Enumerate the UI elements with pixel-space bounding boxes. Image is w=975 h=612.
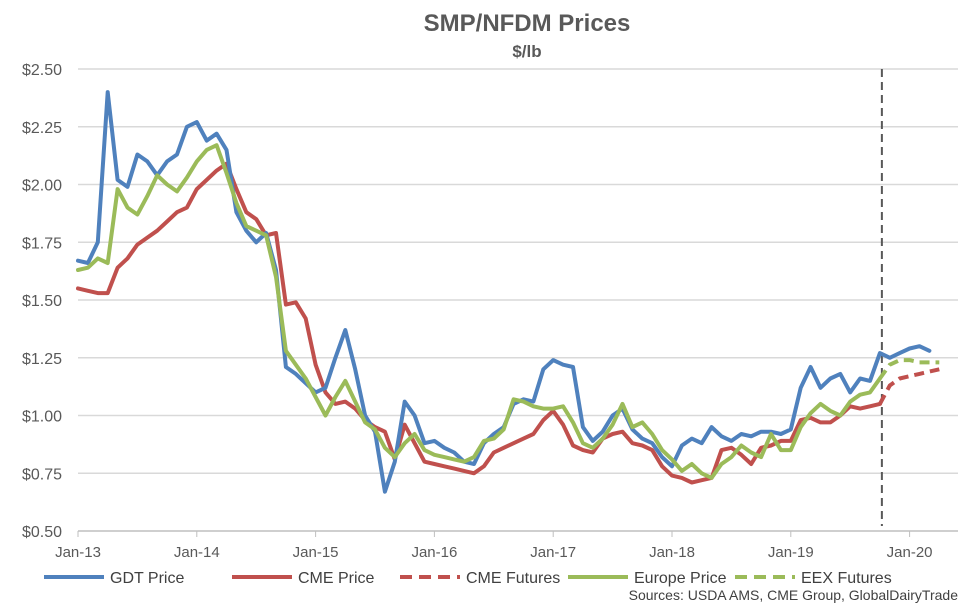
legend-label: CME Futures [466, 570, 560, 587]
x-tick-label: Jan-18 [649, 544, 695, 561]
chart-title: SMP/NFDM Prices [424, 10, 631, 37]
legend-label: GDT Price [110, 570, 184, 587]
legend-label: CME Price [298, 570, 375, 587]
legend-item: CME Price [232, 570, 375, 587]
legend-label: EEX Futures [801, 570, 892, 587]
x-tick-label: Jan-15 [293, 544, 339, 561]
y-tick-label: $2.25 [22, 120, 62, 137]
series-line-cme-futures [878, 367, 940, 405]
legend-label: Europe Price [634, 570, 727, 587]
legend-item: Europe Price [568, 570, 727, 587]
y-tick-label: $2.00 [22, 178, 62, 195]
y-tick-label: $0.50 [22, 524, 62, 541]
legend-item: EEX Futures [735, 570, 892, 587]
y-tick-label: $1.00 [22, 409, 62, 426]
y-tick-label: $1.25 [22, 351, 62, 368]
series-line-cme-price [76, 161, 882, 485]
y-tick-label: $2.50 [22, 62, 62, 79]
series-line-europe-price [76, 143, 882, 480]
x-tick-label: Jan-13 [55, 544, 101, 561]
legend-item: CME Futures [400, 570, 560, 587]
x-tick-label: Jan-14 [174, 544, 220, 561]
y-tick-label: $0.75 [22, 466, 62, 483]
series-line-eex-futures [878, 358, 940, 380]
y-tick-label: $1.75 [22, 235, 62, 252]
sources-note: Sources: USDA AMS, CME Group, GlobalDair… [629, 587, 959, 603]
legend-item: GDT Price [44, 570, 184, 587]
x-tick-label: Jan-19 [768, 544, 814, 561]
chart-subtitle: $/lb [512, 42, 541, 61]
x-tick-label: Jan-20 [887, 544, 933, 561]
x-tick-label: Jan-17 [530, 544, 576, 561]
y-tick-label: $1.50 [22, 293, 62, 310]
x-tick-label: Jan-16 [411, 544, 457, 561]
